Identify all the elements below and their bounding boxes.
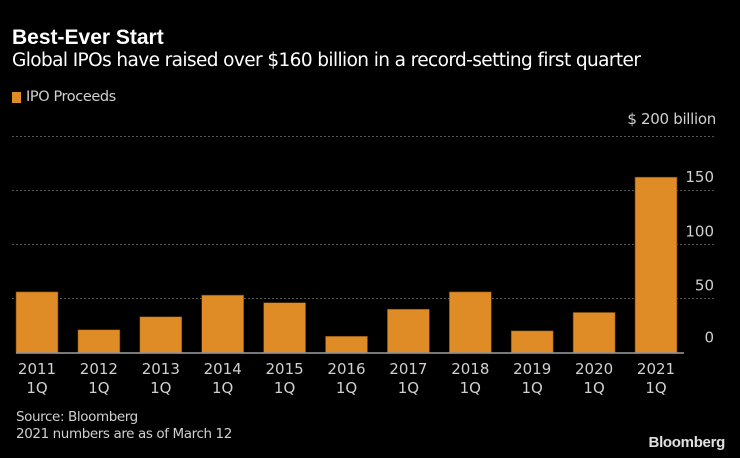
source-note: Source: Bloomberg xyxy=(16,409,138,425)
bar-2013 xyxy=(139,316,183,353)
x-tick-label: 2017 1Q xyxy=(389,360,427,397)
bloomberg-logo: Bloomberg xyxy=(648,434,726,451)
chart-title: Best-Ever Start xyxy=(12,26,164,49)
x-tick-label: 2014 1Q xyxy=(204,360,242,397)
legend-label: IPO Proceeds xyxy=(26,89,116,105)
y-tick-label: 150 xyxy=(685,168,714,186)
x-tick-label: 2011 1Q xyxy=(18,360,56,397)
x-tick-label: 2019 1Q xyxy=(513,360,551,397)
y-axis-unit-label: $ 200 billion xyxy=(627,110,716,128)
bar-2020 xyxy=(572,312,616,353)
x-tick-label: 2012 1Q xyxy=(80,360,118,397)
x-tick-label: 2018 1Q xyxy=(451,360,489,397)
bar-2019 xyxy=(510,330,554,353)
x-tick-label: 2015 1Q xyxy=(266,360,304,397)
chart-subtitle: Global IPOs have raised over $160 billio… xyxy=(12,50,641,71)
gridlines xyxy=(12,136,714,299)
bar-2011 xyxy=(15,291,59,353)
bar-2016 xyxy=(325,335,368,353)
x-tick-label: 2016 1Q xyxy=(327,360,365,397)
legend-swatch xyxy=(12,92,21,103)
bar-2018 xyxy=(448,291,492,353)
y-tick-label: 0 xyxy=(704,329,714,347)
y-axis-ticks: 0 50 100 150 xyxy=(685,168,714,346)
x-axis-ticks: 2011 1Q 2012 1Q 2013 1Q 2014 1Q 2015 1Q 2016 1Q 2017… xyxy=(18,360,675,397)
legend: IPO Proceeds xyxy=(12,89,116,105)
bars xyxy=(15,176,684,354)
y-tick-label: 100 xyxy=(685,222,714,240)
x-tick-label: 2020 1Q xyxy=(575,360,613,397)
x-tick-label: 2013 1Q xyxy=(142,360,180,397)
bar-2012 xyxy=(77,329,121,353)
bar-2015 xyxy=(263,302,306,353)
data-note: 2021 numbers are as of March 12 xyxy=(16,426,232,442)
x-tick-label: 2021 1Q xyxy=(637,360,675,397)
footnote: Source: Bloomberg 2021 numbers are as of… xyxy=(16,409,232,443)
bar-2014 xyxy=(201,294,244,353)
bar-2017 xyxy=(387,308,430,353)
y-tick-label: 50 xyxy=(695,276,714,294)
bar-2021 xyxy=(634,176,678,353)
